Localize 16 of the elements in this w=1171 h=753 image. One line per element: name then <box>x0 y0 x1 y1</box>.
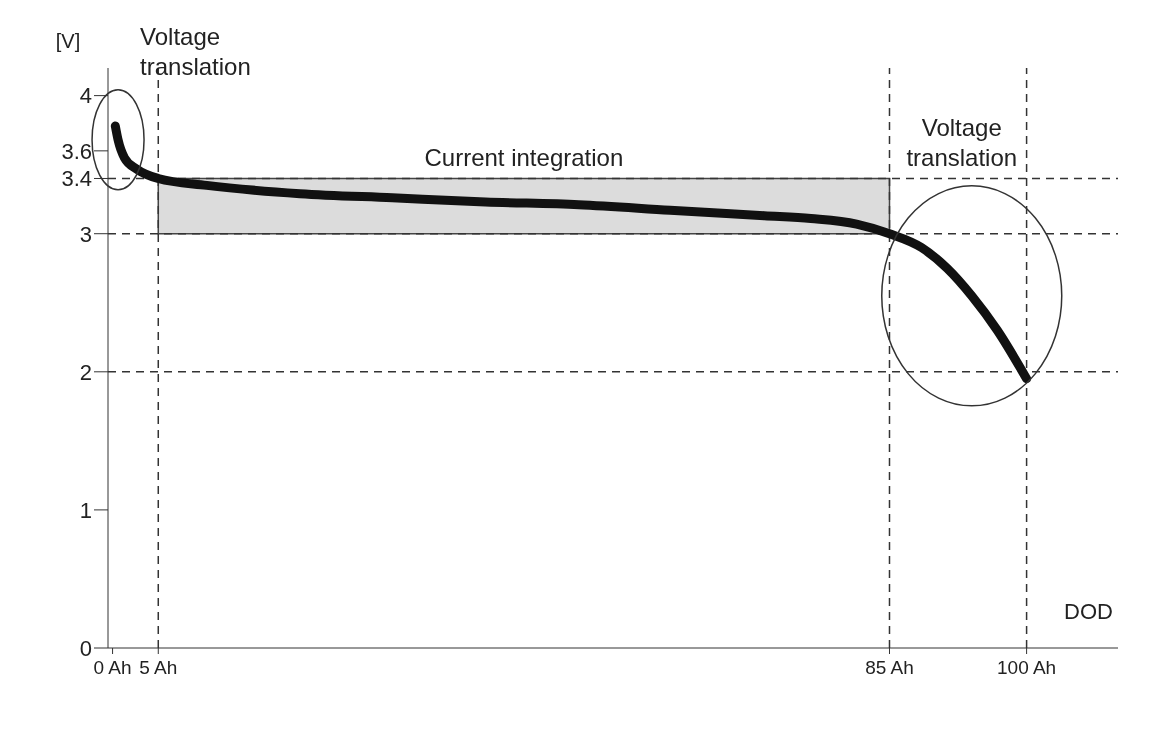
y-tick-label: 4 <box>79 83 92 109</box>
x-tick-label: 0 Ah <box>93 657 132 678</box>
y-tick-label: 2 <box>79 359 92 385</box>
x-tick-label: 5 Ah <box>139 657 178 678</box>
y-tick-label: 1 <box>79 497 92 523</box>
band-label: Current integration <box>424 144 624 172</box>
x-tick-label: 85 Ah <box>865 657 914 678</box>
y-axis-title: [V] <box>55 30 81 52</box>
x-tick-label: 100 Ah <box>997 657 1057 678</box>
y-tick-label: 3.6 <box>61 138 92 164</box>
y-tick-label: 3 <box>79 221 92 247</box>
y-tick-label: 3.4 <box>61 166 92 192</box>
annotation: Voltage translation <box>906 113 1018 171</box>
annotation: Voltage translation <box>140 22 251 80</box>
x-axis-title: DOD <box>1064 598 1113 624</box>
y-tick-label: 0 <box>79 635 92 661</box>
